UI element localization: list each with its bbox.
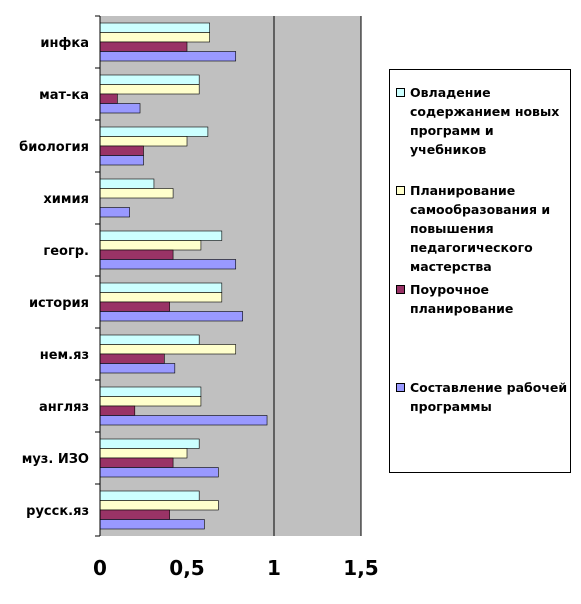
bar-7-series-3 <box>99 415 268 426</box>
category-label-8: муз. ИЗО <box>22 452 89 467</box>
bar-7-series-1 <box>99 396 202 407</box>
legend-swatch-1 <box>396 186 405 195</box>
bar-4-series-2 <box>99 249 174 260</box>
legend-swatch-2 <box>396 285 405 294</box>
category-label-7: англяз <box>39 400 89 415</box>
category-label-6: нем.яз <box>40 348 89 363</box>
category-label-1: мат-ка <box>39 88 89 103</box>
legend-label-3: Составление рабочей программы <box>410 380 568 414</box>
legend-item-2: Поурочное планирование <box>396 280 568 318</box>
bar-5-series-2 <box>99 301 170 312</box>
bar-8-series-1 <box>99 448 188 459</box>
category-label-2: биология <box>19 140 89 155</box>
bar-6-series-0 <box>99 334 200 345</box>
category-label-3: химия <box>43 192 89 207</box>
bar-0-series-0 <box>99 22 210 33</box>
bar-0-series-1 <box>99 32 210 43</box>
bar-0-series-2 <box>99 41 188 52</box>
bar-5-series-3 <box>99 311 243 322</box>
bar-9-series-2 <box>99 509 170 520</box>
bar-4-series-3 <box>99 259 237 270</box>
x-tick-labels: 0 0,5 1 1,5 <box>93 556 379 580</box>
legend-swatch-0 <box>396 88 405 97</box>
x-tick-label-3: 1,5 <box>343 556 378 580</box>
bar-4-series-1 <box>99 240 202 251</box>
bar-8-series-2 <box>99 457 174 468</box>
bar-7-series-2 <box>99 405 136 416</box>
legend-item-1: Планирование самообразования и повышения… <box>396 181 568 276</box>
bar-5-series-0 <box>99 282 223 293</box>
bar-1-series-3 <box>99 103 141 114</box>
legend-label-1: Планирование самообразования и повышения… <box>410 183 551 274</box>
bar-5-series-1 <box>99 292 223 303</box>
bar-2-series-0 <box>99 126 209 137</box>
bar-1-series-1 <box>99 84 200 95</box>
bar-1-series-2 <box>99 93 118 104</box>
category-labels: инфка мат-ка биология химия геогр. история нем… <box>19 36 89 519</box>
category-label-9: русск.яз <box>26 504 89 519</box>
bars-group <box>99 22 268 530</box>
axis-ticks <box>95 15 100 537</box>
bar-6-series-3 <box>99 363 176 374</box>
category-label-5: история <box>29 296 89 311</box>
bar-7-series-0 <box>99 386 202 397</box>
x-tick-label-0: 0 <box>93 556 107 580</box>
bar-6-series-1 <box>99 344 237 355</box>
legend-item-0: Овладение содержанием новых программ и у… <box>396 83 568 159</box>
bar-6-series-2 <box>99 353 165 364</box>
legend-item-3: Составление рабочей программы <box>396 378 568 416</box>
legend: Овладение содержанием новых программ и у… <box>389 69 571 473</box>
bar-8-series-0 <box>99 438 200 449</box>
bar-2-series-2 <box>99 145 144 156</box>
bar-0-series-3 <box>99 51 237 62</box>
bar-3-series-3 <box>99 207 130 218</box>
bar-3-series-1 <box>99 188 174 199</box>
bar-2-series-1 <box>99 136 188 147</box>
bar-9-series-1 <box>99 500 219 511</box>
bar-4-series-0 <box>99 230 223 241</box>
gridlines <box>273 16 362 536</box>
category-label-0: инфка <box>40 36 89 51</box>
x-tick-label-1: 0,5 <box>169 556 204 580</box>
legend-label-0: Овладение содержанием новых программ и у… <box>410 85 560 157</box>
category-label-4: геогр. <box>43 244 89 259</box>
bar-9-series-3 <box>99 519 205 530</box>
bar-2-series-3 <box>99 155 144 166</box>
bar-3-series-0 <box>99 178 155 189</box>
bar-8-series-3 <box>99 467 219 478</box>
legend-label-2: Поурочное планирование <box>410 282 514 316</box>
bar-1-series-0 <box>99 74 200 85</box>
x-tick-label-2: 1 <box>267 556 281 580</box>
bar-9-series-0 <box>99 490 200 501</box>
legend-swatch-3 <box>396 383 405 392</box>
